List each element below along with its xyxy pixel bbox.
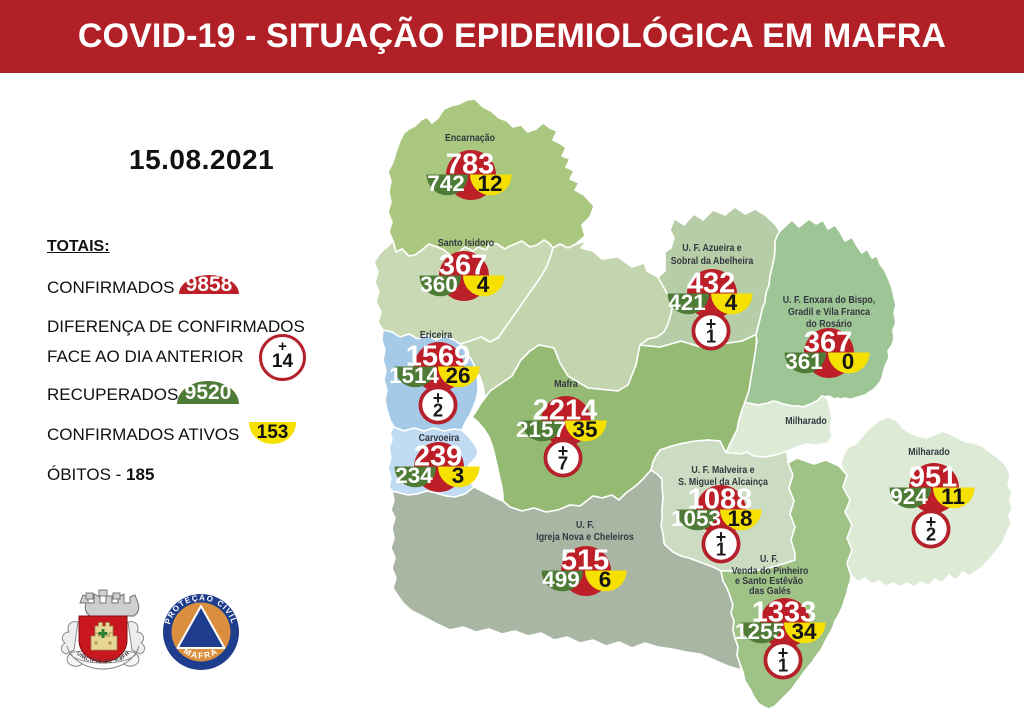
svg-text:Ericeira: Ericeira bbox=[420, 329, 453, 341]
svg-text:S. Miguel da Alcainça: S. Miguel da Alcainça bbox=[678, 476, 768, 488]
svg-text:+: + bbox=[558, 441, 569, 461]
svg-text:951: 951 bbox=[909, 462, 957, 494]
svg-text:1: 1 bbox=[716, 539, 726, 560]
svg-text:Santo Isidoro: Santo Isidoro bbox=[438, 237, 494, 249]
svg-text:Milharado: Milharado bbox=[785, 415, 827, 427]
svg-text:26: 26 bbox=[445, 363, 470, 388]
svg-text:924: 924 bbox=[890, 484, 928, 509]
svg-text:2214: 2214 bbox=[533, 395, 598, 427]
svg-text:+: + bbox=[433, 388, 444, 408]
svg-text:U. F. Azueira e: U. F. Azueira e bbox=[682, 242, 742, 254]
svg-text:0: 0 bbox=[842, 349, 855, 374]
svg-text:Sobral da Abelheira: Sobral da Abelheira bbox=[671, 255, 754, 267]
svg-text:234: 234 bbox=[395, 463, 433, 488]
svg-text:742: 742 bbox=[427, 171, 465, 196]
svg-text:499: 499 bbox=[542, 567, 580, 592]
svg-text:3: 3 bbox=[452, 463, 465, 488]
svg-text:783: 783 bbox=[446, 149, 494, 181]
svg-text:239: 239 bbox=[414, 441, 462, 473]
svg-text:Igreja Nova e Cheleiros: Igreja Nova e Cheleiros bbox=[536, 531, 633, 543]
svg-text:4: 4 bbox=[725, 290, 738, 315]
svg-text:+: + bbox=[706, 314, 717, 334]
svg-text:U. F.: U. F. bbox=[760, 553, 778, 565]
svg-text:Venda do Pinheiro: Venda do Pinheiro bbox=[732, 565, 809, 577]
svg-text:515: 515 bbox=[561, 545, 609, 577]
svg-text:Encarnação: Encarnação bbox=[445, 132, 495, 144]
svg-text:1333: 1333 bbox=[752, 597, 817, 629]
svg-text:6: 6 bbox=[599, 567, 612, 592]
svg-text:1514: 1514 bbox=[389, 363, 440, 388]
svg-text:MAFRA: MAFRA bbox=[182, 646, 220, 661]
svg-text:4: 4 bbox=[477, 272, 490, 297]
svg-text:+: + bbox=[926, 512, 937, 532]
svg-text:Carvoeira: Carvoeira bbox=[419, 432, 460, 444]
svg-text:2157: 2157 bbox=[516, 417, 566, 442]
svg-text:U. F.: U. F. bbox=[576, 519, 594, 531]
svg-text:MUNICÍPIO DE MAFRA: MUNICÍPIO DE MAFRA bbox=[0, 0, 131, 665]
svg-text:367: 367 bbox=[804, 327, 852, 359]
svg-text:360: 360 bbox=[420, 272, 458, 297]
svg-text:2: 2 bbox=[926, 524, 936, 545]
svg-text:11: 11 bbox=[941, 484, 965, 509]
svg-text:367: 367 bbox=[439, 250, 487, 282]
svg-text:18: 18 bbox=[727, 506, 752, 531]
svg-text:35: 35 bbox=[572, 417, 597, 442]
svg-text:U. F. Malveira e: U. F. Malveira e bbox=[691, 464, 755, 476]
svg-text:1569: 1569 bbox=[406, 341, 471, 373]
svg-text:432: 432 bbox=[687, 268, 735, 300]
svg-text:421: 421 bbox=[668, 290, 706, 315]
svg-text:1: 1 bbox=[778, 655, 788, 676]
svg-text:361: 361 bbox=[785, 349, 823, 374]
svg-text:Mafra: Mafra bbox=[554, 378, 578, 390]
svg-text:1255: 1255 bbox=[735, 619, 785, 644]
svg-text:das Galés: das Galés bbox=[749, 585, 791, 597]
svg-text:34: 34 bbox=[791, 619, 817, 644]
svg-text:12: 12 bbox=[477, 171, 502, 196]
svg-text:+: + bbox=[716, 527, 727, 547]
svg-text:U. F. Enxara do Bispo,: U. F. Enxara do Bispo, bbox=[783, 294, 876, 306]
svg-text:1088: 1088 bbox=[688, 484, 753, 516]
svg-text:Gradil e Vila Franca: Gradil e Vila Franca bbox=[788, 306, 871, 318]
svg-text:2: 2 bbox=[433, 400, 443, 421]
svg-text:Milharado: Milharado bbox=[908, 446, 950, 458]
svg-text:7: 7 bbox=[558, 453, 568, 474]
svg-text:do Rosário: do Rosário bbox=[806, 318, 852, 330]
svg-text:1: 1 bbox=[706, 326, 716, 347]
svg-text:+: + bbox=[778, 643, 789, 663]
svg-text:e Santo Estêvão: e Santo Estêvão bbox=[735, 575, 803, 587]
